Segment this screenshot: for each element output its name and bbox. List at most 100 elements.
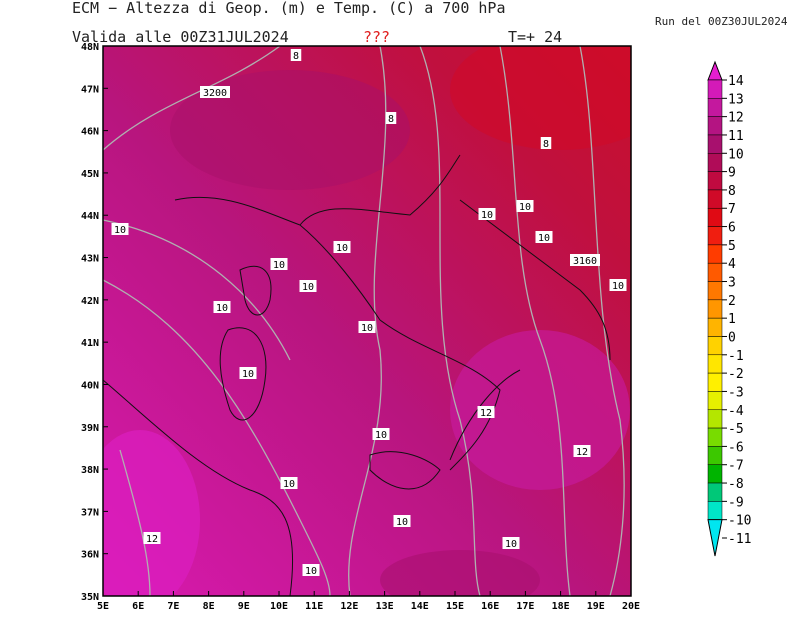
colorbar-label: 6 [728, 221, 736, 236]
colorbar-label: 2 [728, 294, 736, 309]
contour-label: 10 [336, 243, 348, 254]
colorbar-label: 5 [728, 239, 736, 254]
lon-label: 15E [446, 601, 464, 612]
lon-label: 12E [340, 601, 358, 612]
contour-label-box [478, 208, 496, 220]
lon-label: 17E [516, 601, 534, 612]
colorbar-cell [707, 189, 723, 209]
lat-label: 35N [81, 592, 99, 603]
contour-label-box [393, 515, 411, 527]
contour-label: 10 [505, 539, 517, 550]
map-frame [102, 45, 632, 597]
colorbar-cell [707, 391, 723, 411]
colorbar-cell [707, 336, 723, 356]
valid-time: Valida alle 00Z31JUL2024 [72, 28, 289, 46]
contour-label-box [502, 537, 520, 549]
contour-label-box [143, 532, 161, 544]
contour-label-box [540, 137, 552, 149]
contour-label-box [516, 200, 534, 212]
lat-label: 38N [81, 465, 99, 476]
colorbar-cell [707, 354, 723, 374]
lon-label: 9E [238, 601, 250, 612]
lon-label: 10E [270, 601, 288, 612]
lon-label: 16E [481, 601, 499, 612]
colorbar-label: 1 [728, 312, 736, 327]
colorbar-label: 8 [728, 184, 736, 199]
contour-label: 10 [242, 369, 254, 380]
colorbar-label: -5 [728, 422, 744, 437]
colorbar-label: -8 [728, 477, 744, 492]
lon-label: 7E [167, 601, 179, 612]
contour-label-box [270, 258, 288, 270]
colorbar-cell [707, 79, 723, 99]
contour-label: 3160 [573, 256, 597, 267]
contour-label: 8 [543, 139, 549, 150]
contour-label-box [372, 428, 390, 440]
lat-label: 47N [81, 84, 99, 95]
contour-label: 10 [361, 323, 373, 334]
colorbar-cell [707, 262, 723, 282]
contour-label: 10 [519, 202, 531, 213]
contour-label-box [477, 406, 495, 418]
colorbar-label: 14 [728, 74, 744, 89]
colorbar-label: -2 [728, 367, 744, 382]
contour-label: 12 [576, 447, 588, 458]
contour-label-box [535, 231, 553, 243]
contour-label: 12 [146, 534, 158, 545]
colorbar-cell [707, 317, 723, 337]
colorbar-label: -11 [728, 532, 751, 547]
colorbar-cell [707, 482, 723, 502]
colorbar-label: 11 [728, 129, 744, 144]
contour-label: 10 [216, 303, 228, 314]
step: T=+ 24 [508, 28, 562, 46]
contour-label: 10 [283, 479, 295, 490]
colorbar-cell [707, 207, 723, 227]
contour-label-box [290, 49, 302, 61]
colorbar-cell [707, 281, 723, 301]
lat-label: 41N [81, 338, 99, 349]
lat-label: 42N [81, 296, 99, 307]
contour-label-box [609, 279, 627, 291]
contour-label: 10 [481, 210, 493, 221]
colorbar-label: 9 [728, 166, 736, 181]
colorbar-label: 13 [728, 92, 744, 107]
lat-label: 40N [81, 380, 99, 391]
colorbar-label: 4 [728, 257, 736, 272]
colorbar-label: 12 [728, 111, 744, 126]
contour-label: 8 [293, 51, 299, 62]
colorbar-cell [707, 501, 723, 520]
colorbar-cell [707, 153, 723, 172]
contour-label-box [200, 86, 230, 98]
colorbar-label: -9 [728, 495, 744, 510]
contour-label: 10 [612, 281, 624, 292]
lon-label: 19E [587, 601, 605, 612]
contour-label: 10 [302, 282, 314, 293]
contour-label-box [302, 564, 320, 576]
contour-label: 10 [114, 225, 126, 236]
colorbar-cell [707, 98, 723, 117]
colorbar-cell [707, 116, 723, 136]
colorbar-cell [707, 134, 723, 154]
colorbar-cell [707, 409, 723, 429]
lat-label: 39N [81, 423, 99, 434]
contour-label-box [280, 477, 298, 489]
colorbar-cell [707, 226, 723, 246]
colorbar-cell [707, 372, 723, 392]
colorbar-label: 7 [728, 202, 736, 217]
contour-label: 3200 [203, 88, 227, 99]
contour-label-box [385, 112, 397, 124]
lon-label: 14E [411, 601, 429, 612]
colorbar-label: -10 [728, 514, 751, 529]
map-field [103, 46, 631, 596]
lat-label: 36N [81, 550, 99, 561]
colorbar-label: -3 [728, 385, 744, 400]
lat-label: 45N [81, 169, 99, 180]
run-time: Run del 00Z30JUL2024 [655, 15, 788, 28]
title: ECM − Altezza di Geop. (m) e Temp. (C) a… [72, 0, 505, 17]
lat-label: 44N [81, 211, 99, 222]
lon-label: 20E [622, 601, 640, 612]
contour-label-box [213, 301, 231, 313]
lon-label: 8E [203, 601, 215, 612]
lon-label: 5E [97, 601, 109, 612]
